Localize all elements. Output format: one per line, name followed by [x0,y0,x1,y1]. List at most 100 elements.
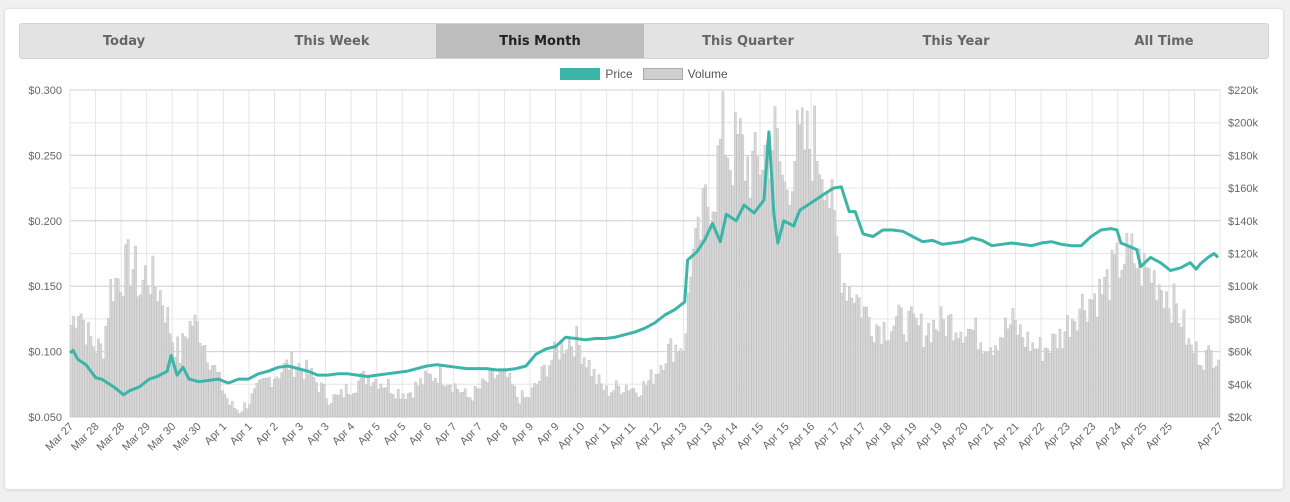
x-tick-label: Apr 13 [658,421,689,452]
tab-this-month[interactable]: This Month [436,24,644,58]
volume-bar [106,318,110,418]
volume-bar [223,393,227,418]
volume-bar [944,336,948,418]
x-tick-label: Apr 27 [1195,421,1226,452]
volume-bar [486,382,489,418]
volume-bar [1048,353,1052,418]
volume-bar [1090,299,1094,418]
y-right-tick-label: $20k [1228,412,1252,424]
volume-bar [102,358,105,418]
legend-item-volume[interactable]: Volume [642,67,728,81]
volume-bar [238,413,241,418]
volume-bar [1068,337,1072,418]
x-tick-label: Apr 10 [556,421,587,452]
volume-bar [436,383,440,418]
volume-bar [394,398,398,418]
volume-bar [781,174,784,418]
volume-bar [818,174,821,418]
x-tick-label: Apr 11 [582,421,613,452]
volume-bar [810,181,814,418]
volume-bar [848,286,851,418]
legend-price-label: Price [605,67,633,81]
x-tick-label: Apr 15 [760,421,791,452]
volume-bar [1006,328,1010,418]
volume-bar [1036,348,1039,418]
volume-bar [622,392,626,418]
volume-bar [1145,267,1149,418]
volume-bar [1083,310,1087,418]
volume-bar [657,373,660,418]
y-right-tick-label: $40k [1228,379,1252,391]
volume-bar [942,319,945,418]
legend-item-price[interactable]: Price [560,67,633,81]
volume-bar [1204,349,1208,418]
volume-bar [582,357,586,418]
volume-bar [642,381,645,418]
volume-bar [228,405,232,418]
volume-bar [947,315,950,418]
volume-bar [320,382,323,418]
volume-bar [126,239,130,418]
tab-all-time[interactable]: All Time [1134,33,1194,49]
x-tick-label: Apr 16 [786,421,817,452]
volume-bar [92,346,95,418]
volume-bar [131,269,135,418]
volume-bar [515,397,519,418]
volume-bar [662,370,665,418]
volume-bar [860,317,864,418]
volume-bar [451,392,455,418]
volume-bar [419,378,422,418]
volume-bar [265,377,269,418]
volume-bar [644,385,648,418]
volume-bar [607,396,611,418]
volume-bar [72,315,75,418]
volume-bar [449,384,452,418]
volume-bar [518,403,521,418]
volume-bar [1009,324,1012,418]
volume-bar [976,349,980,418]
volume-bar [181,333,184,418]
volume-bar [738,118,742,418]
volume-bar [391,394,395,418]
volume-bar [235,409,239,418]
volume-bar [382,387,385,418]
volume-bar [159,290,162,418]
tab-this-quarter[interactable]: This Quarter [702,33,794,49]
volume-bar [245,408,249,418]
volume-bar [488,370,492,418]
volume-bar [255,382,259,418]
volume-bar [813,105,816,418]
volume-bar [1165,291,1168,418]
x-tick-label: Apr 12 [632,421,663,452]
volume-bar [240,411,244,418]
volume-bar [414,381,417,418]
volume-bar [149,294,152,418]
volume-bar [377,389,380,418]
volume-bar [756,156,759,418]
volume-bar [1033,348,1037,418]
volume-bar [721,91,725,418]
volume-bar [674,344,678,418]
volume-bar [1177,323,1181,418]
volume-bar [719,138,722,418]
volume-bar [1140,286,1144,418]
volume-bar [1108,300,1111,418]
volume-bar [632,388,636,418]
volume-bar [959,331,963,418]
volume-bar [523,397,526,418]
volume-bar [441,385,445,418]
tab-today[interactable]: Today [102,33,146,49]
tab-this-week[interactable]: This Week [294,33,370,49]
volume-bar [352,392,355,418]
x-tick-label: Apr 23 [1041,421,1072,452]
volume-bar [681,350,685,418]
price-line [69,130,1220,397]
volume-bar [369,386,373,418]
volume-bar [401,393,405,418]
tab-this-year[interactable]: This Year [922,33,990,49]
volume-bar [877,326,881,418]
price-swatch [560,68,601,80]
volume-bar [758,175,762,418]
volume-bar [897,304,901,418]
volume-bar [285,359,289,418]
